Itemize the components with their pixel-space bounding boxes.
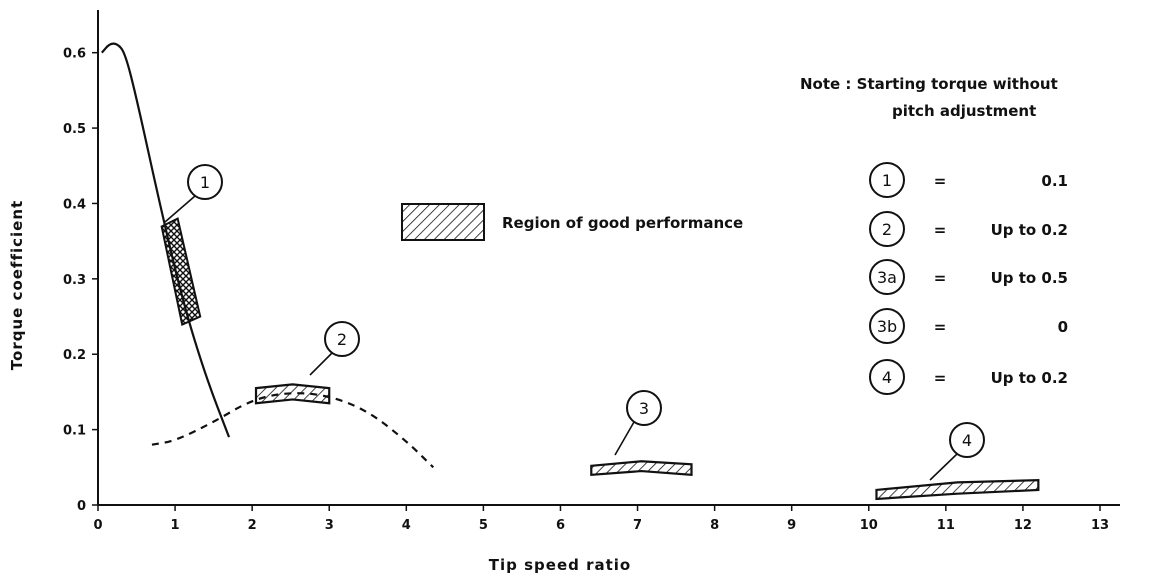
x-tick-label: 4 <box>402 518 411 533</box>
x-tick-label: 7 <box>633 518 642 533</box>
y-ticks: 0 0.1 0.2 0.3 0.4 0.5 0.6 <box>63 47 98 514</box>
note-circle <box>869 162 905 198</box>
legend: Region of good performance <box>401 203 743 241</box>
callout-label: 4 <box>962 431 972 450</box>
region-4 <box>875 478 1040 501</box>
y-tick-label: 0.6 <box>63 47 86 62</box>
x-tick-label: 9 <box>787 518 796 533</box>
note-equals: = <box>934 172 947 190</box>
note-equals: = <box>934 318 947 336</box>
note-title: Note : Starting torque without <box>800 75 1058 93</box>
legend-swatch <box>401 203 485 241</box>
y-tick-label: 0 <box>77 499 86 514</box>
note-equals: = <box>934 221 947 239</box>
x-tick-label: 5 <box>479 518 488 533</box>
x-tick-label: 3 <box>325 518 334 533</box>
solid-curve <box>101 42 231 438</box>
y-tick-label: 0.4 <box>63 197 86 212</box>
region-layer: 1 2 3 4 <box>160 164 1040 501</box>
note-circle <box>869 211 905 247</box>
note-value: 0 <box>1058 318 1068 336</box>
note-circle <box>869 259 905 295</box>
note-value: 0.1 <box>1041 172 1068 190</box>
callout-label: 2 <box>337 330 347 349</box>
note-key: 1 <box>882 171 892 190</box>
x-tick-label: 8 <box>710 518 719 533</box>
note-key: 4 <box>882 368 892 387</box>
y-tick-label: 0.1 <box>63 424 86 439</box>
x-tick-label: 10 <box>860 518 878 533</box>
note-equals: = <box>934 269 947 287</box>
legend-label: Region of good performance <box>502 214 743 232</box>
x-tick-label: 13 <box>1091 518 1109 533</box>
note-key: 2 <box>882 220 892 239</box>
x-tick-label: 2 <box>248 518 257 533</box>
callout-circle <box>949 422 985 458</box>
callout-circle <box>324 321 360 357</box>
callout-circle <box>626 390 662 426</box>
y-tick-label: 0.5 <box>63 122 86 137</box>
x-tick-label: 6 <box>556 518 565 533</box>
y-tick-label: 0.2 <box>63 348 86 363</box>
note-value: Up to 0.2 <box>991 369 1068 387</box>
series-layer <box>101 42 435 469</box>
note-value: Up to 0.2 <box>991 221 1068 239</box>
region-3 <box>590 460 693 477</box>
note-equals: = <box>934 369 947 387</box>
y-axis-title: Torque coefficient <box>8 200 26 370</box>
note-key: 3a <box>877 268 897 287</box>
note-circle <box>869 308 905 344</box>
callout-leader <box>164 195 196 223</box>
x-ticks: 0 1 2 3 4 5 6 7 8 9 10 11 12 13 <box>93 505 1109 533</box>
dashed-curve <box>151 392 435 469</box>
callout-leader <box>929 453 958 481</box>
callout-label: 3 <box>639 399 649 418</box>
note-key: 3b <box>877 317 897 336</box>
x-tick-label: 11 <box>937 518 955 533</box>
x-tick-label: 1 <box>171 518 180 533</box>
callout-leader <box>309 352 333 376</box>
note-box: Note : Starting torque without pitch adj… <box>800 75 1068 395</box>
callout-label: 1 <box>200 173 210 192</box>
x-tick-label: 12 <box>1014 518 1032 533</box>
note-subtitle: pitch adjustment <box>892 102 1036 120</box>
callout-circle <box>187 164 223 200</box>
note-circle <box>869 359 905 395</box>
y-tick-label: 0.3 <box>63 273 86 288</box>
x-tick-label: 0 <box>93 518 102 533</box>
region-2 <box>254 383 331 405</box>
callout-leader <box>614 421 635 456</box>
note-value: Up to 0.5 <box>991 269 1068 287</box>
note-rows: 1 = 0.1 2 = Up to 0.2 3a = Up to 0.5 3b = 0 4 = Up to … <box>869 162 1068 395</box>
region-1 <box>160 217 202 326</box>
x-axis-title: Tip speed ratio <box>489 556 631 574</box>
